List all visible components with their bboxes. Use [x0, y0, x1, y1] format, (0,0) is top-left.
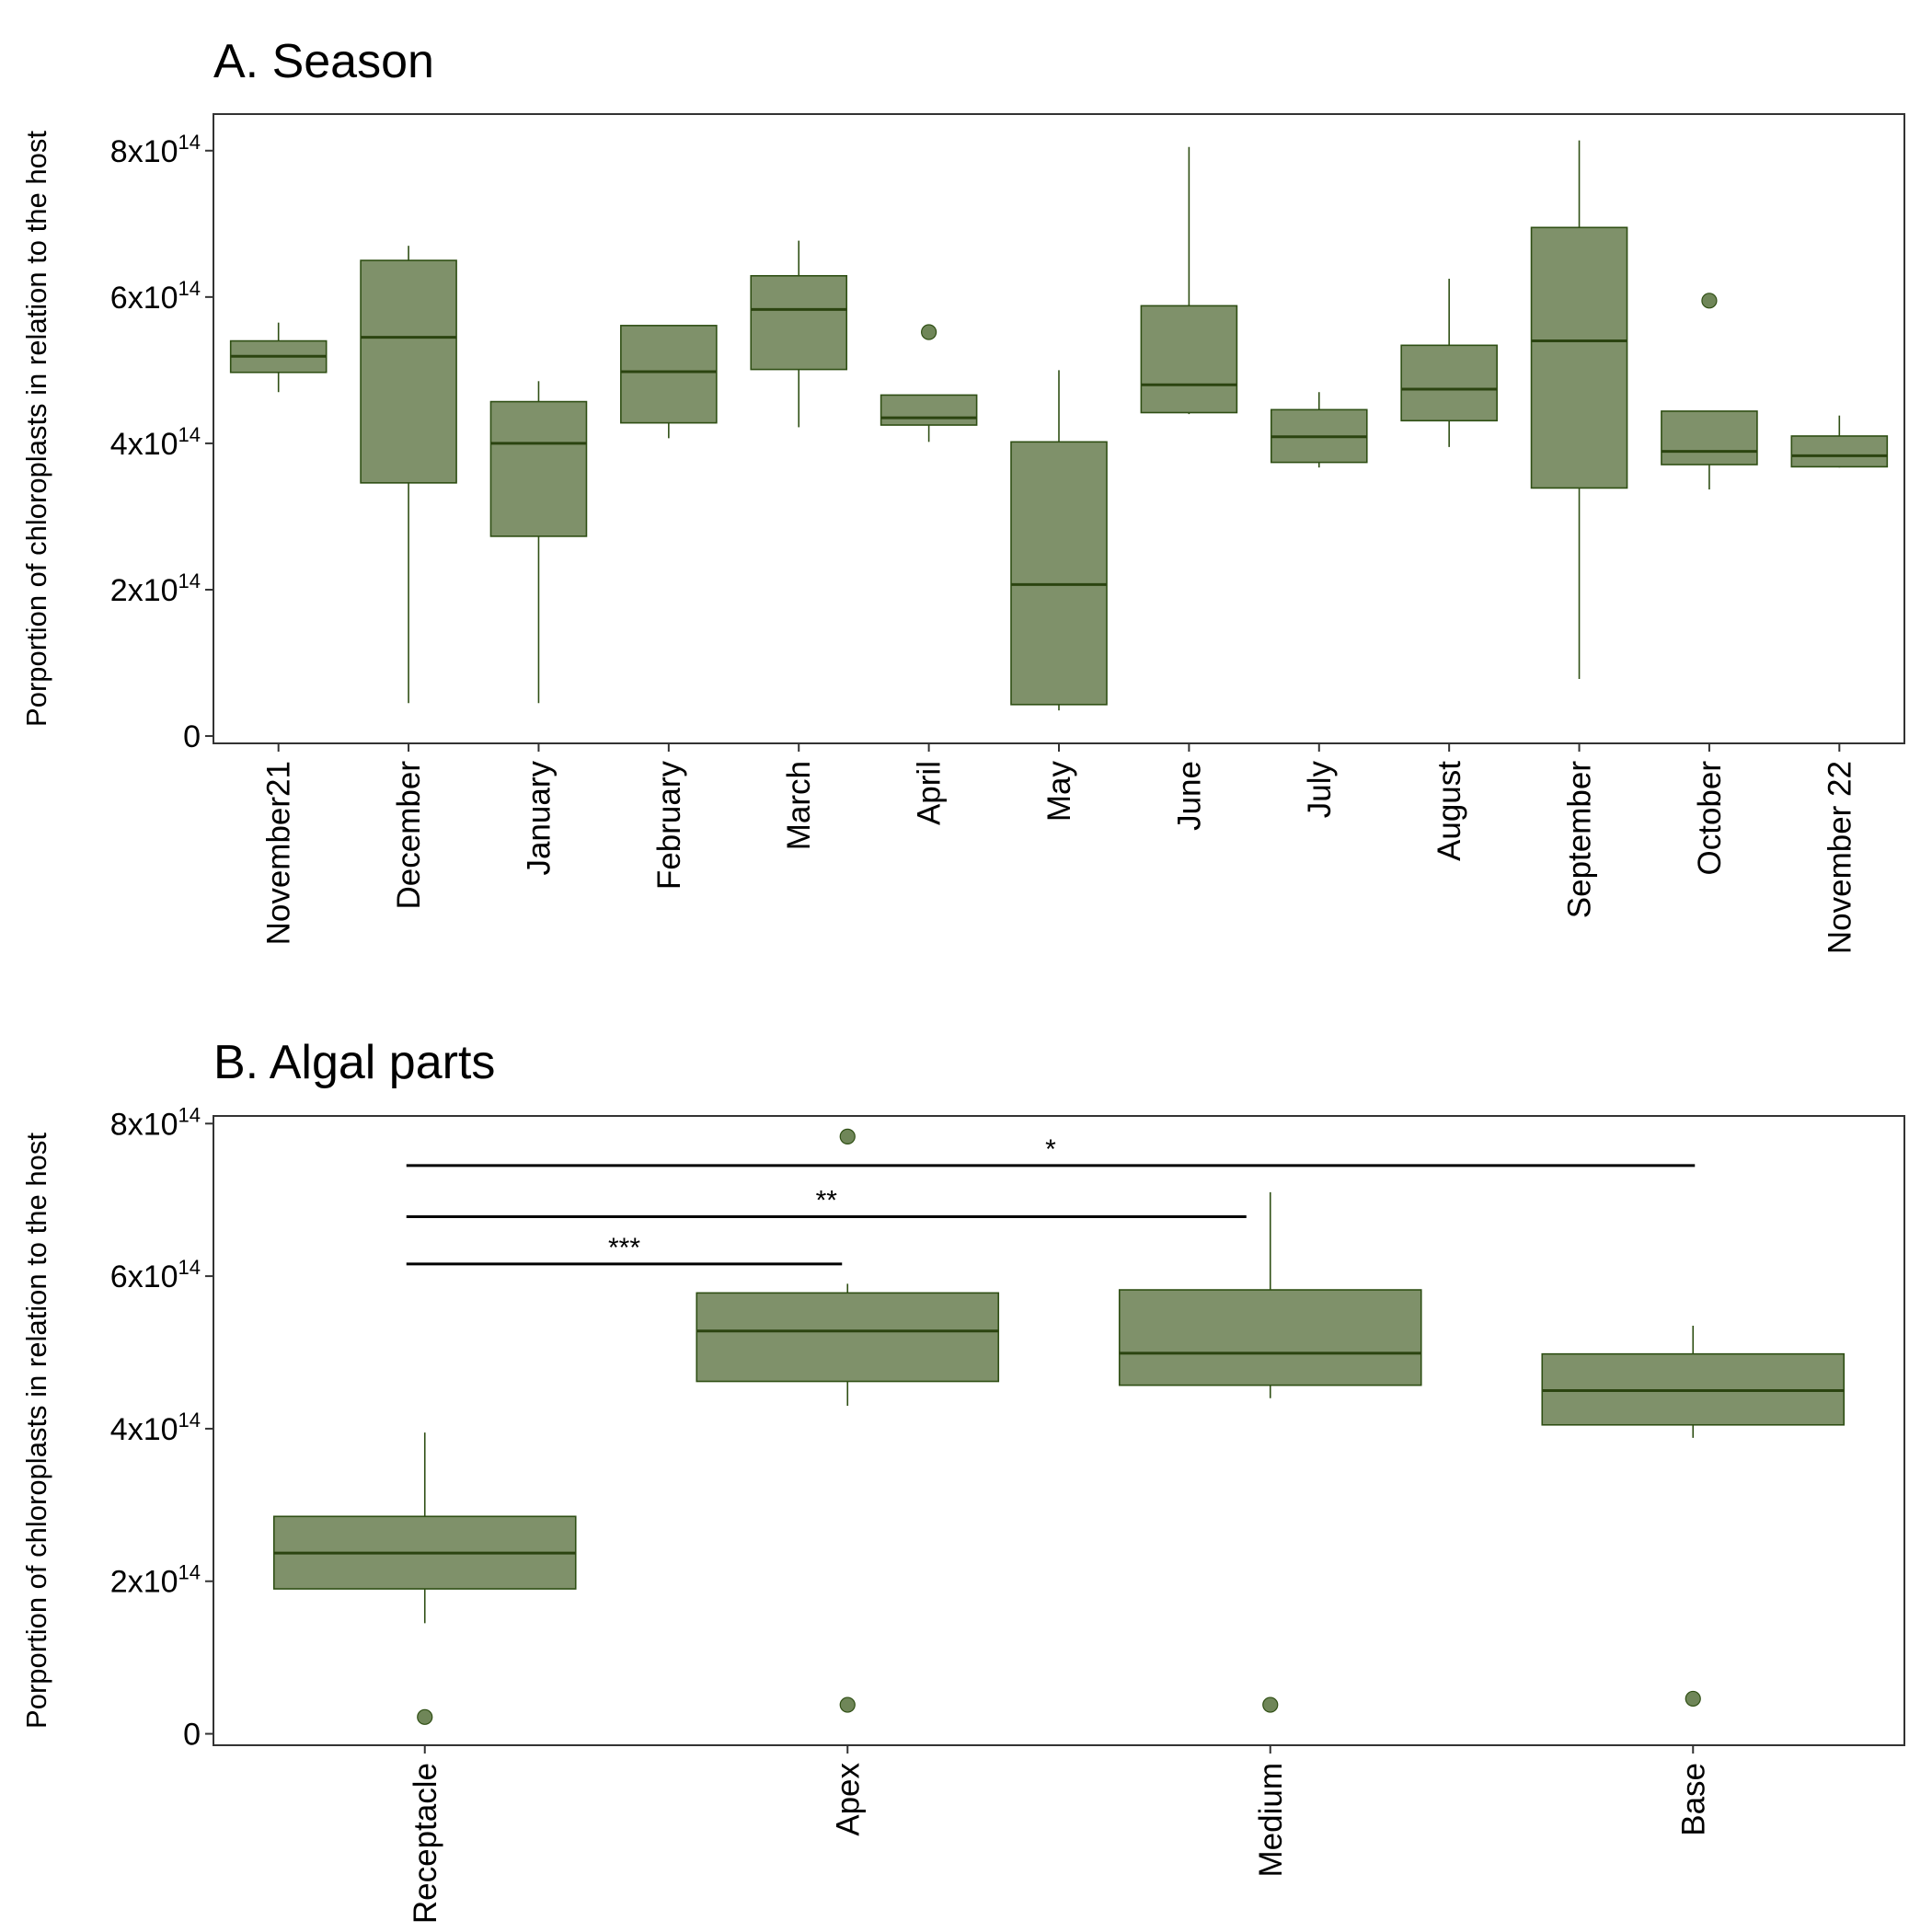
box-iqr [1118, 1289, 1422, 1386]
box-iqr [880, 394, 978, 426]
box-march [750, 240, 848, 428]
box-iqr [1140, 305, 1238, 414]
x-tick-label: September [1562, 761, 1598, 919]
box-august [1400, 278, 1498, 447]
y-tick-label: 8x1014 [110, 1103, 201, 1142]
y-tick-base: 2x10 [110, 573, 178, 608]
box-november21 [229, 322, 328, 393]
y-tick-exponent: 14 [178, 131, 201, 154]
x-tick-label: March [781, 761, 817, 850]
y-tick-label: 4x1014 [110, 423, 201, 462]
box-november-22 [1790, 415, 1889, 468]
chart-title: B. Algal parts [213, 1036, 495, 1089]
box-january [489, 381, 588, 704]
y-tick-base: 4x10 [110, 1412, 178, 1447]
outlier-point [1262, 1696, 1279, 1713]
outlier-point [921, 324, 937, 340]
x-tick-label: February [651, 761, 687, 891]
x-tick-label: December [391, 761, 427, 910]
box-september [1530, 140, 1628, 680]
x-tick-label: November 22 [1822, 761, 1857, 954]
y-tick-base: 6x10 [110, 281, 178, 316]
y-axis-label: Porportion of chloroplasts in relation t… [20, 131, 52, 727]
y-tick-label: 0 [183, 719, 201, 754]
outlier-point [1701, 293, 1718, 309]
y-tick-exponent: 14 [178, 277, 201, 300]
x-tick-label: July [1302, 761, 1338, 819]
y-tick-base: 0 [183, 1718, 201, 1753]
box-iqr [1661, 410, 1758, 466]
chart-panel-1: A. Season Porportion of chloroplasts in r… [20, 35, 1905, 954]
y-tick-label: 2x1014 [110, 1561, 201, 1600]
y-tick-base: 8x10 [110, 1107, 178, 1142]
y-tick-label: 6x1014 [110, 277, 201, 316]
outlier-point [417, 1708, 433, 1725]
box-base [1541, 1326, 1846, 1708]
y-tick-base: 4x10 [110, 427, 178, 462]
y-axis-label: Porportion of chloroplasts in relation t… [20, 1133, 52, 1729]
y-tick-label: 4x1014 [110, 1409, 201, 1447]
x-tick-label: October [1692, 761, 1728, 876]
box-july [1270, 392, 1368, 468]
x-tick-label: November21 [261, 761, 297, 945]
y-tick-label: 8x1014 [110, 131, 201, 169]
box-june [1140, 146, 1238, 415]
box-iqr [489, 400, 588, 537]
box-april [880, 324, 978, 443]
box-medium [1118, 1191, 1422, 1713]
y-tick-exponent: 14 [178, 423, 201, 446]
box-iqr [696, 1292, 1000, 1383]
y-tick-exponent: 14 [178, 1561, 201, 1584]
x-tick-label: Receptacle [408, 1763, 443, 1924]
x-tick-label: April [912, 761, 948, 825]
chart-title: A. Season [213, 35, 434, 88]
y-tick-label: 2x1014 [110, 569, 201, 608]
y-tick-label: 6x1014 [110, 1256, 201, 1294]
x-tick-label: Apex [830, 1763, 866, 1836]
x-tick-label: Medium [1253, 1763, 1289, 1877]
y-tick-base: 6x10 [110, 1259, 178, 1294]
significance-label: *** [608, 1233, 640, 1263]
box-receptacle [272, 1432, 577, 1725]
chart-panel-2: B. Algal parts Porportion of chloroplasts… [20, 1036, 1905, 1924]
box-apex [696, 1128, 1000, 1713]
y-tick-exponent: 14 [178, 1256, 201, 1279]
significance-label: ** [816, 1185, 838, 1215]
box-may [1010, 370, 1108, 711]
x-tick-label: Base [1675, 1763, 1711, 1836]
outlier-point [839, 1128, 856, 1144]
y-tick-exponent: 14 [178, 1409, 201, 1432]
box-iqr [1790, 435, 1889, 468]
y-tick-label: 0 [183, 1718, 201, 1753]
box-iqr [1530, 226, 1628, 489]
x-tick-label: August [1432, 761, 1467, 861]
box-iqr [1400, 344, 1498, 422]
y-tick-base: 8x10 [110, 134, 178, 169]
box-iqr [620, 325, 718, 424]
box-february [620, 325, 718, 439]
box-iqr [750, 274, 848, 371]
x-tick-label: June [1171, 761, 1207, 831]
box-iqr [360, 259, 457, 484]
outlier-point [1685, 1690, 1701, 1708]
y-tick-base: 2x10 [110, 1565, 178, 1600]
y-tick-exponent: 14 [178, 569, 201, 592]
significance-label: * [1045, 1134, 1056, 1165]
box-iqr [1010, 441, 1108, 706]
plot-frame [213, 1115, 1905, 1746]
box-december [360, 246, 457, 704]
y-tick-exponent: 14 [178, 1103, 201, 1126]
x-tick-label: May [1041, 761, 1077, 822]
outlier-point [839, 1696, 856, 1713]
box-october [1661, 293, 1758, 490]
y-tick-base: 0 [183, 719, 201, 754]
x-tick-label: January [521, 761, 557, 876]
